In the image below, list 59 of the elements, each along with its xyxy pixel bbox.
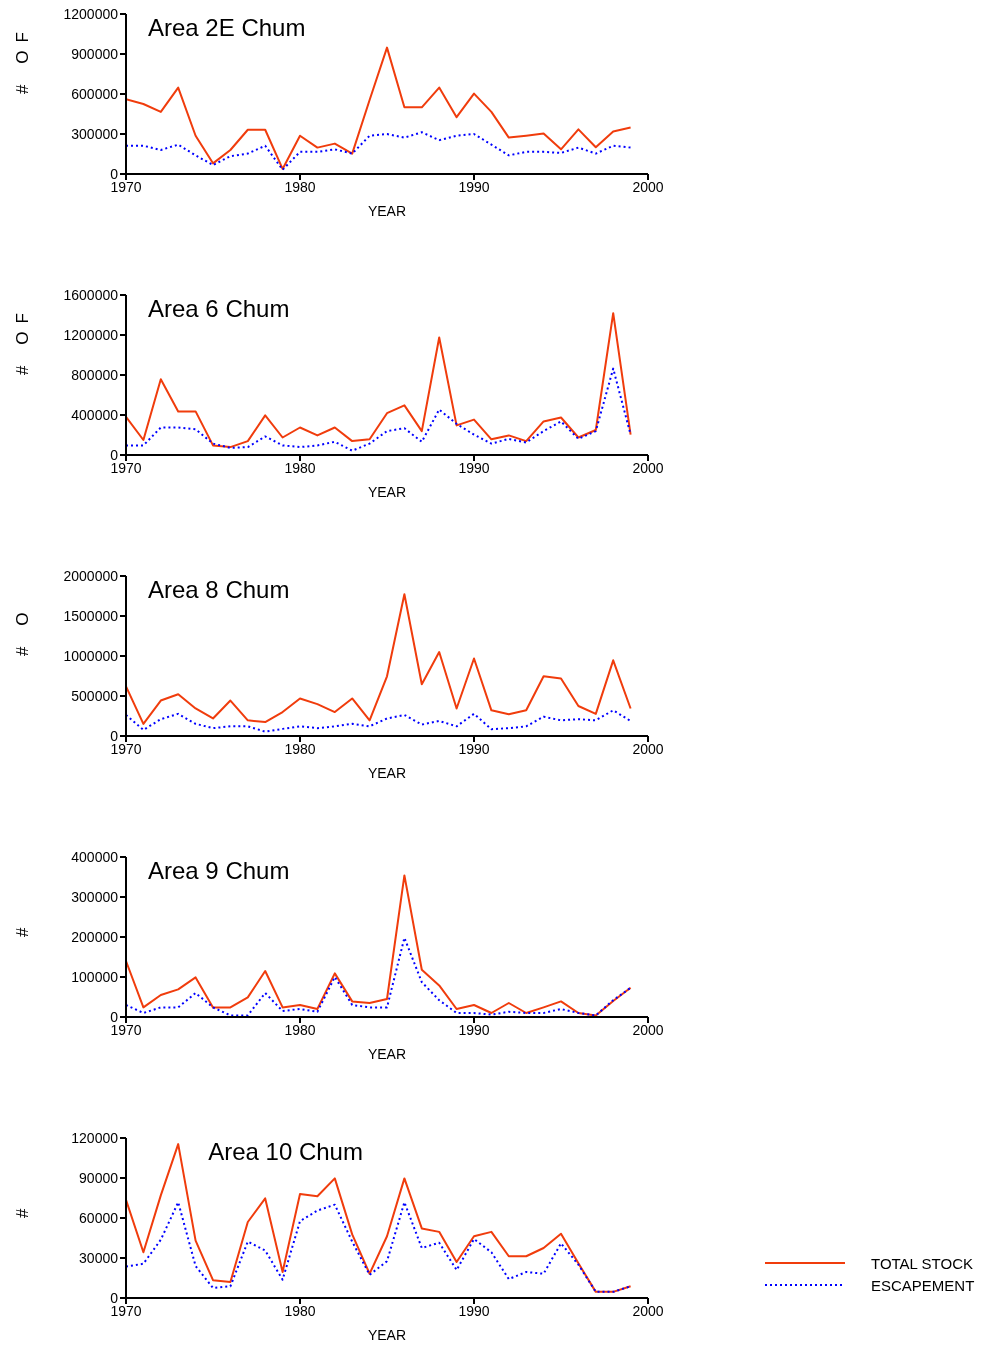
x-tick-label: 1990 xyxy=(458,459,490,476)
x-axis-title: YEAR xyxy=(367,484,407,500)
y-axis-title: # xyxy=(13,919,33,937)
text: TOTAL STOCK xyxy=(871,1254,973,1272)
line-series xyxy=(126,131,632,171)
chart-title: Area 9 Chum xyxy=(148,857,290,885)
y-tick-label: 1600000 xyxy=(63,286,119,303)
line-series xyxy=(126,1201,632,1293)
x-tick-label: 2000 xyxy=(632,459,664,476)
chart-title: Area 10 Chum xyxy=(208,1138,363,1166)
y-tick-label: 30000 xyxy=(79,1249,119,1266)
chart-title: Area 2E Chum xyxy=(148,14,306,42)
x-tick-label: 2000 xyxy=(632,1021,664,1038)
y-tick-label: 500000 xyxy=(71,687,119,704)
x-tick-label: 1980 xyxy=(284,459,316,476)
x-axis-title: YEAR xyxy=(367,1327,407,1343)
x-tick-label: 2000 xyxy=(632,1302,664,1319)
chart-title: Area 8 Chum xyxy=(148,576,290,604)
y-tick-label: 1200000 xyxy=(63,5,119,22)
y-axis-title: # O xyxy=(13,604,33,656)
y-tick-label: 300000 xyxy=(71,888,119,905)
y-tick-label: 600000 xyxy=(71,85,119,102)
x-tick-label: 1980 xyxy=(284,1021,316,1038)
x-tick-label: 1980 xyxy=(284,178,316,195)
chart-title: Area 6 Chum xyxy=(148,295,290,323)
y-tick-label: 300000 xyxy=(71,125,119,142)
x-tick-label: 1980 xyxy=(284,1302,316,1319)
line-series xyxy=(126,1143,632,1293)
text: ESCAPEMENT xyxy=(871,1276,975,1294)
y-tick-label: 2000000 xyxy=(63,567,119,584)
y-tick-label: 1500000 xyxy=(63,607,119,624)
y-axis-title: # OF xyxy=(13,305,33,375)
y-tick-label: 400000 xyxy=(71,406,119,423)
y-tick-label: 100000 xyxy=(71,968,119,985)
x-tick-label: 2000 xyxy=(632,178,664,195)
x-tick-label: 1990 xyxy=(458,1302,490,1319)
y-tick-label: 120000 xyxy=(71,1129,119,1146)
y-tick-label: 1200000 xyxy=(63,326,119,343)
line-series xyxy=(126,709,632,733)
y-tick-label: 1000000 xyxy=(63,647,119,664)
x-tick-label: 1990 xyxy=(458,178,490,195)
y-tick-label: 800000 xyxy=(71,366,119,383)
y-tick-label: 90000 xyxy=(79,1169,119,1186)
x-tick-label: 2000 xyxy=(632,740,664,757)
y-tick-label: 200000 xyxy=(71,928,119,945)
x-axis-title: YEAR xyxy=(367,203,407,219)
x-tick-label: 1990 xyxy=(458,740,490,757)
x-tick-label: 1990 xyxy=(458,1021,490,1038)
y-axis-title: # xyxy=(13,1200,33,1218)
y-tick-label: 900000 xyxy=(71,45,119,62)
line-series xyxy=(126,367,632,452)
x-tick-label: 1980 xyxy=(284,740,316,757)
line-series xyxy=(126,46,632,170)
y-axis-title: # OF xyxy=(13,24,33,94)
y-tick-label: 60000 xyxy=(79,1209,119,1226)
x-axis-title: YEAR xyxy=(367,1046,407,1062)
x-axis-title: YEAR xyxy=(367,765,407,781)
line-series xyxy=(126,936,632,1017)
y-tick-label: 400000 xyxy=(71,848,119,865)
